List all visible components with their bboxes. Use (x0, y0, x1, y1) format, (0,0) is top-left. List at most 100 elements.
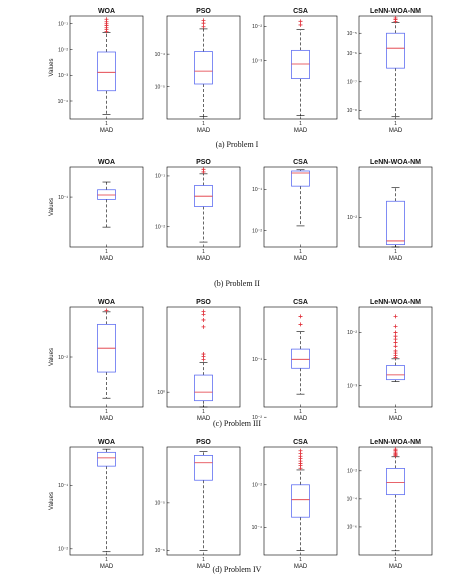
x-axis-label: MAD (197, 128, 211, 134)
outlier-marker (393, 334, 398, 339)
y-axis-label: Values (49, 492, 55, 510)
iqr-box (386, 468, 405, 496)
x-axis-label: MAD (100, 564, 114, 570)
x-tick-label: 1 (105, 249, 108, 255)
panel-title: WOA (98, 439, 115, 446)
y-tick-label: 10⁻² (155, 225, 165, 231)
y-axis-label: Values (49, 348, 55, 366)
x-tick-label: 1 (299, 121, 302, 127)
caption-problem-4: (d) Problem IV (213, 565, 262, 574)
x-axis-label: MAD (294, 128, 308, 134)
outlier-marker (393, 348, 398, 353)
outlier-marker (393, 314, 398, 319)
x-axis-label: MAD (294, 416, 308, 422)
y-tick-label: 10⁻¹ (155, 174, 165, 180)
iqr-box (386, 200, 405, 246)
x-axis-label: MAD (389, 564, 403, 570)
x-tick-label: 1 (202, 121, 205, 127)
x-axis-label: MAD (389, 128, 403, 134)
y-tick-label: 10⁻¹ (58, 22, 68, 28)
panel-title: LeNN-WOA-NM (370, 439, 421, 446)
y-tick-label: 10⁻⁶ (347, 51, 357, 57)
panel-title: LeNN-WOA-NM (370, 8, 421, 15)
y-tick-label: 10⁻⁵ (155, 501, 165, 507)
outlier-marker (298, 19, 303, 24)
panel-title: WOA (98, 299, 115, 306)
outlier-marker (201, 24, 206, 29)
outlier-marker (201, 352, 206, 357)
y-tick-label: 10⁻⁵ (155, 84, 165, 90)
y-tick-label: 10⁻⁴ (252, 525, 262, 531)
outlier-marker (201, 309, 206, 314)
panel-title: PSO (196, 299, 211, 306)
plot-frame (263, 15, 338, 120)
iqr-box (291, 49, 310, 79)
outlier-marker (201, 324, 206, 329)
outlier-marker (298, 22, 303, 27)
plot-frame (263, 306, 338, 408)
y-tick-label: 10⁻² (252, 24, 262, 30)
y-tick-label: 10⁻³ (347, 384, 357, 390)
y-tick-label: 10⁻⁴ (155, 52, 165, 58)
y-tick-label: 10⁻² (252, 415, 262, 421)
x-axis-label: MAD (294, 564, 308, 570)
outlier-marker (393, 447, 398, 452)
x-tick-label: 1 (105, 121, 108, 127)
iqr-box (194, 455, 213, 481)
y-tick-label: 10⁻⁴ (58, 99, 68, 105)
iqr-box (194, 374, 213, 402)
outlier-marker (393, 16, 398, 21)
x-axis-label: MAD (100, 416, 114, 422)
x-tick-label: 1 (394, 409, 397, 415)
x-axis-label: MAD (389, 256, 403, 262)
x-axis-label: MAD (100, 128, 114, 134)
outlier-marker (393, 330, 398, 335)
y-tick-label: 10⁻³ (58, 73, 68, 79)
y-tick-label: 10⁻⁵ (347, 31, 357, 37)
iqr-box (97, 189, 116, 200)
y-tick-label: 10⁻⁴ (347, 497, 357, 503)
x-tick-label: 1 (299, 557, 302, 563)
y-tick-label: 10⁻¹ (58, 195, 68, 201)
panel-title: PSO (196, 8, 211, 15)
outlier-marker (104, 17, 109, 22)
panel-title: LeNN-WOA-NM (370, 299, 421, 306)
y-tick-label: 10⁻⁶ (155, 548, 165, 554)
outlier-marker (298, 322, 303, 327)
outlier-marker (104, 308, 109, 313)
iqr-box (386, 365, 405, 381)
outlier-marker (201, 167, 206, 172)
iqr-box (291, 348, 310, 369)
panel-title: PSO (196, 439, 211, 446)
y-tick-label: 10⁻² (252, 483, 262, 489)
x-tick-label: 1 (299, 249, 302, 255)
y-tick-label: 10⁻² (58, 47, 68, 53)
y-axis-label: Values (49, 198, 55, 216)
iqr-box (194, 51, 213, 85)
panel-title: PSO (196, 159, 211, 166)
panel-title: LeNN-WOA-NM (370, 159, 421, 166)
panel-title: CSA (293, 439, 308, 446)
panel-title: CSA (293, 299, 308, 306)
outlier-marker (201, 18, 206, 23)
panel-title: WOA (98, 159, 115, 166)
y-tick-label: 10⁻⁶ (347, 525, 357, 531)
x-tick-label: 1 (105, 409, 108, 415)
y-tick-label: 10⁻⁸ (347, 108, 357, 114)
y-tick-label: 10⁻² (58, 355, 68, 361)
caption-problem-1: (a) Problem I (216, 140, 259, 149)
caption-problem-2: (b) Problem II (214, 279, 260, 288)
x-tick-label: 1 (394, 249, 397, 255)
panel-title: CSA (293, 159, 308, 166)
